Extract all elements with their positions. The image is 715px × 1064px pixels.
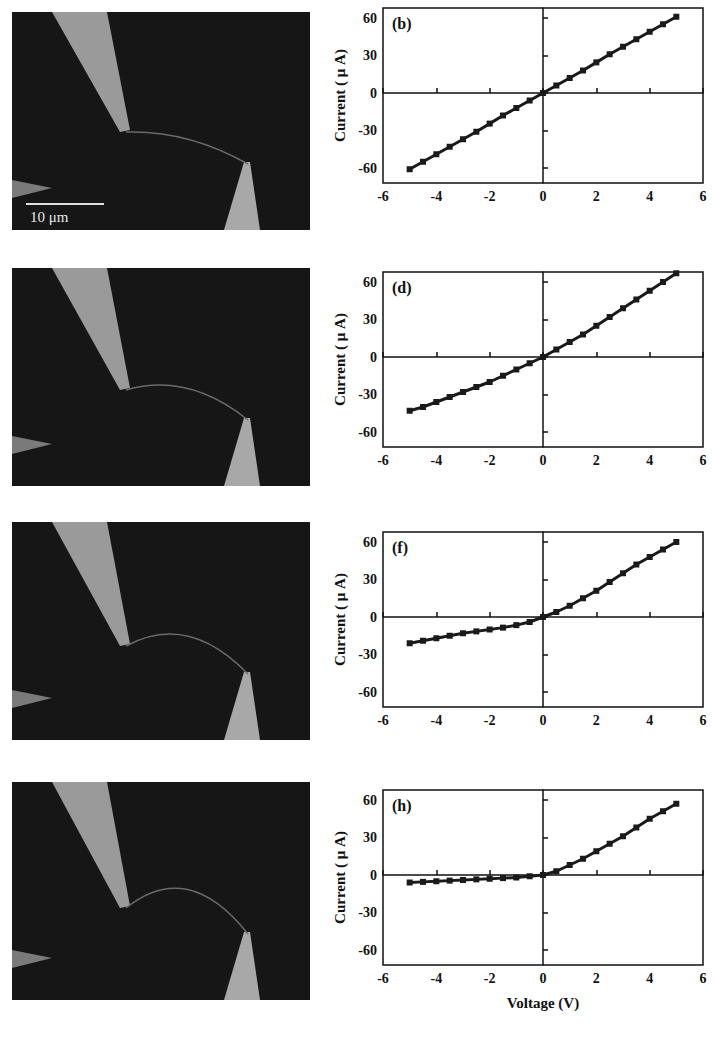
svg-text:-30: -30 xyxy=(358,123,377,138)
svg-text:0: 0 xyxy=(540,713,547,728)
svg-text:30: 30 xyxy=(363,48,377,63)
svg-text:4: 4 xyxy=(646,453,653,468)
svg-text:0: 0 xyxy=(370,610,377,625)
svg-text:10 μm: 10 μm xyxy=(30,209,69,225)
svg-text:-30: -30 xyxy=(358,905,377,920)
svg-text:0: 0 xyxy=(540,189,547,204)
svg-text:30: 30 xyxy=(363,572,377,587)
svg-text:-4: -4 xyxy=(430,713,442,728)
svg-text:(b): (b) xyxy=(392,15,412,33)
svg-text:-6: -6 xyxy=(377,713,389,728)
svg-text:-6: -6 xyxy=(377,971,389,986)
svg-text:-4: -4 xyxy=(430,189,442,204)
svg-text:6: 6 xyxy=(700,713,707,728)
svg-text:-2: -2 xyxy=(484,713,496,728)
svg-text:-2: -2 xyxy=(484,453,496,468)
svg-text:0: 0 xyxy=(370,868,377,883)
svg-text:-6: -6 xyxy=(377,453,389,468)
svg-text:6: 6 xyxy=(700,453,707,468)
svg-text:-60: -60 xyxy=(358,685,377,700)
svg-text:60: 60 xyxy=(363,275,377,290)
svg-text:2: 2 xyxy=(593,453,600,468)
svg-text:30: 30 xyxy=(363,312,377,327)
svg-text:-2: -2 xyxy=(484,971,496,986)
svg-text:Voltage (V): Voltage (V) xyxy=(507,995,579,1012)
svg-text:4: 4 xyxy=(646,189,653,204)
svg-text:-6: -6 xyxy=(377,189,389,204)
svg-text:-2: -2 xyxy=(484,189,496,204)
svg-text:6: 6 xyxy=(700,189,707,204)
svg-text:Current ( μ A): Current ( μ A) xyxy=(332,49,349,142)
svg-text:Current ( μ A): Current ( μ A) xyxy=(332,313,349,406)
svg-text:60: 60 xyxy=(363,793,377,808)
svg-text:-4: -4 xyxy=(430,971,442,986)
svg-text:2: 2 xyxy=(593,971,600,986)
svg-text:-60: -60 xyxy=(358,161,377,176)
svg-text:(d): (d) xyxy=(392,279,412,297)
svg-text:Current ( μ A): Current ( μ A) xyxy=(332,831,349,924)
svg-text:(h): (h) xyxy=(392,797,412,815)
svg-text:0: 0 xyxy=(370,350,377,365)
svg-text:4: 4 xyxy=(646,713,653,728)
svg-text:(f): (f) xyxy=(392,539,408,557)
svg-text:4: 4 xyxy=(646,971,653,986)
svg-text:Current ( μ A): Current ( μ A) xyxy=(332,573,349,666)
svg-text:60: 60 xyxy=(363,535,377,550)
svg-text:0: 0 xyxy=(540,453,547,468)
svg-text:60: 60 xyxy=(363,11,377,26)
svg-text:-4: -4 xyxy=(430,453,442,468)
svg-text:6: 6 xyxy=(700,971,707,986)
svg-text:-30: -30 xyxy=(358,647,377,662)
svg-text:0: 0 xyxy=(370,86,377,101)
svg-text:30: 30 xyxy=(363,830,377,845)
svg-text:-60: -60 xyxy=(358,943,377,958)
svg-text:2: 2 xyxy=(593,189,600,204)
svg-text:0: 0 xyxy=(540,971,547,986)
svg-text:2: 2 xyxy=(593,713,600,728)
svg-text:-60: -60 xyxy=(358,425,377,440)
svg-text:-30: -30 xyxy=(358,387,377,402)
